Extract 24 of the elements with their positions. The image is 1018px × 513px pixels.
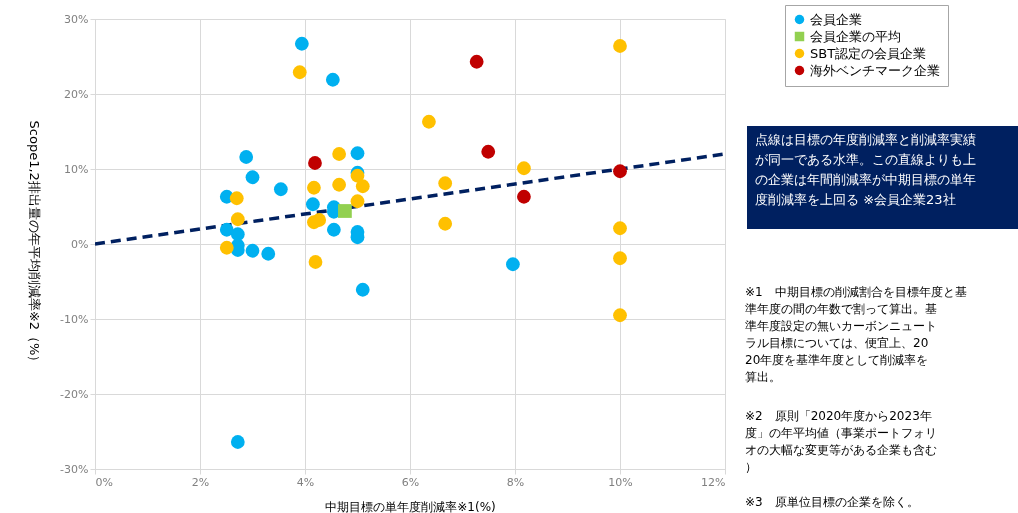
text: 点線は目標の年度削減率と削減率実績が同一である水準。この直線よりも上の企業は年間削減率が中期目標の単年度削減率を上回る ※会員企業23社	[755, 132, 976, 207]
x-axis-title: 中期目標の単年度削減率※1(%)	[325, 499, 496, 513]
text: ※2 原則「2020年度から2023年度」の年平均値（事業ポートフォリオの大幅な変更等がある企業も含む）	[745, 409, 937, 474]
legend-label: SBT認定の会員企業	[810, 45, 927, 61]
y-axis-title: Scope1,2排出量の年平均削減率※2（%）	[26, 120, 42, 369]
x-tick-label: 4%	[296, 475, 315, 489]
y-tick-label: -10%	[60, 312, 89, 326]
x-tick-label: 8%	[506, 475, 525, 489]
x-tick-label: 10%	[608, 475, 633, 489]
y-tick-label: 20%	[64, 87, 89, 101]
y-tick-label: 30%	[64, 12, 89, 26]
legend-label: 海外ベンチマーク企業	[810, 62, 940, 78]
text: ※1 中期目標の削減割合を目標年度と基準年度の間の年数で割って算出。基準年度設定の無いカーボンニュートラル目標については、便宜上、2020年度を基準年度として削減率を算出。	[745, 285, 967, 384]
x-tick-label: 0%	[95, 475, 113, 489]
y-tick-label: 10%	[64, 162, 89, 176]
legend-label: 会員企業	[810, 11, 862, 27]
text: ※3 原単位目標の企業を除く。	[745, 495, 919, 509]
x-tick-label: 6%	[401, 475, 420, 489]
x-tick-label: 12%	[701, 475, 726, 489]
y-tick-label: 0%	[71, 237, 89, 251]
y-tick-label: -30%	[60, 462, 89, 476]
x-tick-label: 2%	[191, 475, 210, 489]
legend-label: 会員企業の平均	[810, 28, 901, 44]
y-tick-label: -20%	[60, 387, 89, 401]
